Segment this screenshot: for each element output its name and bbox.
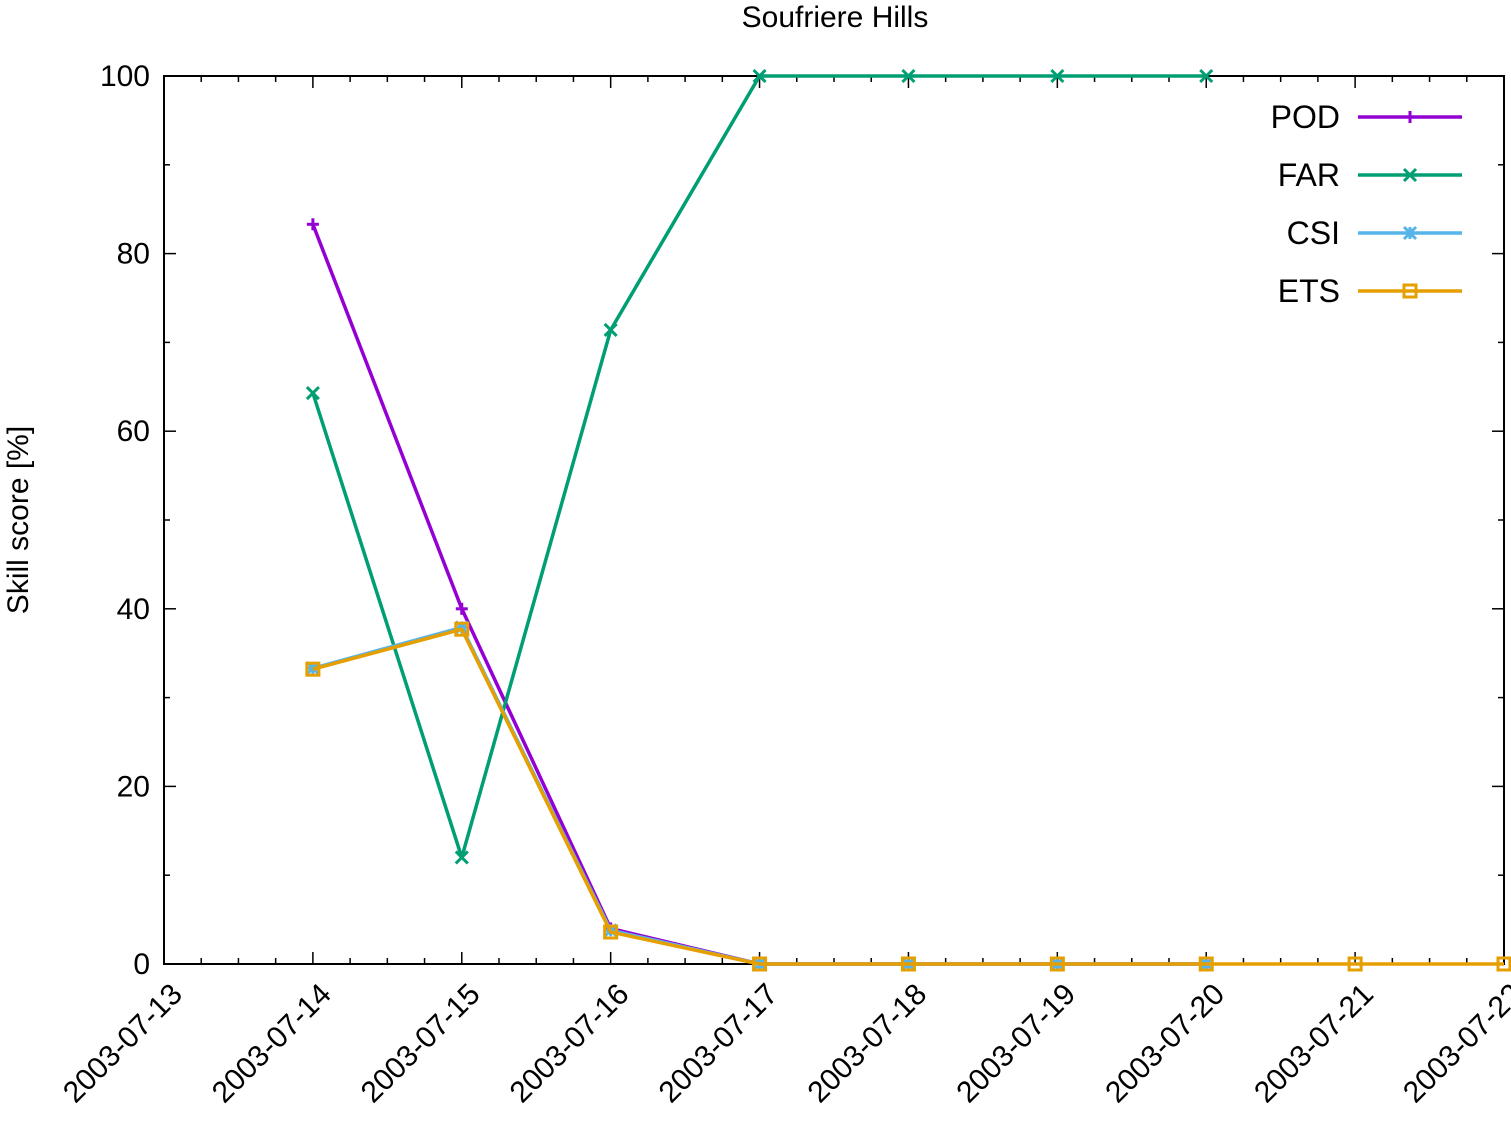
legend-label-csi: CSI [1287,215,1340,251]
x-tick-label: 2003-07-14 [206,978,338,1110]
legend-entry-pod: POD [1271,99,1462,135]
data-point-far [901,68,916,84]
data-point-pod [455,602,468,615]
x-tick-label: 2003-07-20 [1099,978,1231,1110]
x-tick-label: 2003-07-13 [57,978,189,1110]
data-point-ets [305,661,321,677]
legend-label-pod: POD [1271,99,1340,135]
data-point-ets [1347,956,1363,972]
x-tick-label: 2003-07-21 [1248,978,1380,1110]
data-point-far [1050,68,1065,84]
data-point-far [1199,68,1214,84]
legend-entry-far: FAR [1278,157,1462,193]
data-point-far [454,850,469,865]
y-tick-label: 100 [100,60,150,93]
y-tick-label: 40 [117,593,150,626]
legend-entry-ets: ETS [1278,273,1462,309]
series-line-ets [312,627,1504,966]
series-line-far [311,74,1207,860]
y-tick-label: 80 [117,238,150,271]
series-layer [305,68,1511,972]
legend-label-far: FAR [1278,157,1340,193]
x-tick-label: 2003-07-18 [801,978,933,1110]
legend-marker-ets [1402,283,1418,299]
legend: POD FAR CSI ETS [1271,99,1462,309]
legend-entry-csi: CSI [1287,215,1462,251]
y-tick-label: 60 [117,415,150,448]
x-tick-label: 2003-07-19 [950,978,1082,1110]
data-point-ets [752,956,768,972]
data-point-ets [1198,956,1214,972]
plot-frame [163,75,1505,965]
y-tick-label: 20 [117,770,150,803]
legend-marker-pod [1404,111,1416,123]
legend-marker-csi [1402,225,1418,241]
x-tick-label: 2003-07-16 [504,978,636,1110]
data-point-ets [1049,956,1065,972]
data-point-far [305,385,320,401]
series-line-pod [311,223,1207,966]
x-tick-label: 2003-07-22 [1397,978,1511,1110]
x-tick-label: 2003-07-15 [355,978,487,1110]
x-tick-label: 2003-07-17 [653,978,785,1110]
series-pod [306,218,1213,970]
data-point-far [603,322,618,338]
data-point-far [752,68,767,84]
series-ets [305,621,1511,972]
data-point-ets [454,621,470,637]
data-point-ets [603,924,619,940]
y-axis-label: Skill score [%] [2,426,35,614]
series-line-csi [312,625,1207,966]
data-point-ets [900,956,916,972]
series-far [305,68,1214,865]
legend-label-ets: ETS [1278,273,1340,309]
chart-title: Soufriere Hills [742,1,929,34]
data-point-ets [1496,956,1511,972]
legend-marker-far [1402,167,1418,183]
y-tick-label: 0 [133,948,150,981]
data-point-pod [306,218,319,231]
